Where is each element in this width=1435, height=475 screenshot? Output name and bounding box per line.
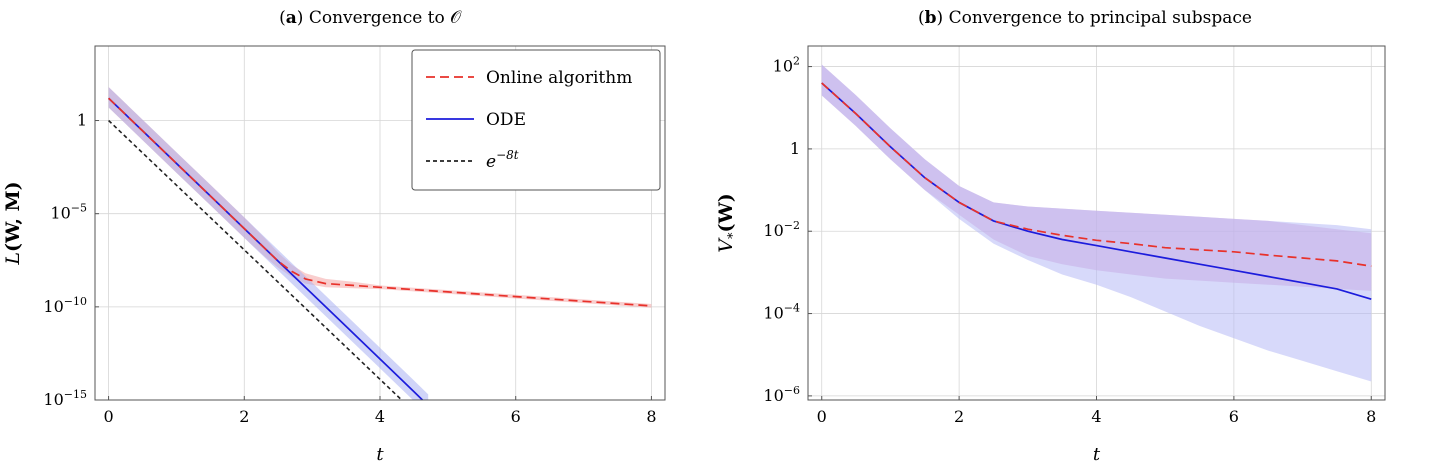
panel-b-xtick-label: 8	[1366, 407, 1376, 426]
panel-a-ytick-exponent: −10	[64, 295, 87, 308]
panel-b-plot-area	[821, 64, 1372, 382]
panel-b-ylabel-symbol: V	[715, 237, 737, 253]
panel-a-xtick-label: 4	[375, 407, 385, 426]
panel-b-title-paren-close: )	[937, 8, 949, 28]
panel-a-ytick-base: 10	[50, 204, 70, 223]
panel-b-title-tag: b	[925, 8, 937, 28]
panel-b-xtick-label: 4	[1091, 407, 1101, 426]
panel-b-ylabel-args: (W)	[715, 193, 737, 232]
panel-b-line-ode	[821, 82, 1372, 301]
panel-a-ylabel-symbol: L	[2, 252, 24, 266]
panel-b-xtick-label: 2	[954, 407, 964, 426]
panel-a-legend-box	[411, 49, 661, 191]
panel-a-legend-label: e−8t	[486, 148, 519, 172]
panel-b-ytick-base: 1	[790, 139, 800, 158]
panel-a-line-e-8t	[108, 119, 403, 400]
panel-a-legend: Online algorithm ODE e−8t	[411, 49, 661, 191]
panel-b-ytick-base: 10	[763, 304, 783, 323]
panel-a-ytick-label: 1	[77, 111, 87, 130]
panel-a-ytick-exponent: −15	[64, 388, 87, 401]
panel-a-title-tag: a	[286, 8, 297, 28]
panel-b-xlabel: t	[1093, 444, 1101, 465]
panel-b-ytick-label: 1	[790, 139, 800, 158]
panel-a-ytick-base: 10	[43, 297, 63, 316]
panel-a-ytick-label: 10−10	[43, 295, 87, 316]
panel-b-ytick-base: 10	[773, 57, 793, 76]
panel-b-title-paren-open: (	[918, 8, 925, 28]
panel-a-xlabel: t	[376, 444, 384, 465]
panel-a-legend-label: ODE	[486, 110, 526, 130]
panel-a-ytick-label: 10−5	[50, 202, 87, 223]
panel-a-ytick-base: 1	[77, 111, 87, 130]
panel-a-title: (a) Convergence to 𝒪	[279, 8, 462, 28]
panel-a-plot-area	[108, 87, 652, 400]
panel-b-ytick-exponent: 2	[793, 55, 800, 68]
panel-b-ytick-exponent: −2	[784, 219, 800, 232]
panel-b-xtick-label: 6	[1229, 407, 1239, 426]
panel-a-band-ode	[108, 87, 429, 400]
panel-b-title-text: Convergence to principal subspace	[949, 8, 1252, 28]
panel-a-ytick-exponent: −5	[71, 202, 87, 215]
panel-a-title-paren-close: )	[297, 8, 309, 28]
panel-a-xtick-label: 0	[103, 407, 113, 426]
panel-b-title: (b) Convergence to principal subspace	[918, 8, 1252, 28]
panel-b-ytick-exponent: −4	[784, 302, 800, 315]
panel-a-title-text: Convergence to 𝒪	[309, 8, 462, 28]
panel-a-legend-label-exponent: −8t	[496, 148, 519, 162]
panel-b-ytick-label: 10−6	[763, 384, 800, 405]
panel-a-legend-label: Online algorithm	[486, 68, 632, 88]
panel-b-ytick-label: 102	[773, 55, 800, 76]
panel-a-xtick-label: 2	[239, 407, 249, 426]
panel-a-xtick-label: 6	[511, 407, 521, 426]
panel-a-title-paren-open: (	[279, 8, 286, 28]
panel-b-ylabel-subscript: *	[726, 232, 741, 239]
panel-b-ylabel: V*(W)	[715, 193, 741, 253]
panel-a-line-online-algorithm	[108, 97, 652, 307]
panel-b-ytick-base: 10	[763, 221, 783, 240]
panel-b-ytick-base: 10	[763, 386, 783, 405]
panel-b-line-online-algorithm	[821, 82, 1372, 268]
panel-a-legend-label-base: e	[486, 152, 496, 172]
panel-b-ytick-label: 10−4	[763, 302, 800, 323]
panel-a-ytick-base: 10	[43, 390, 63, 409]
panel-a-ylabel: L(W, M)	[2, 181, 24, 265]
panel-b-band-ode	[821, 64, 1372, 382]
panel-b-ytick-exponent: −6	[784, 384, 800, 397]
panel-a-ytick-label: 10−15	[43, 388, 87, 409]
panel-a-xtick-label: 8	[646, 407, 656, 426]
panel-b-ytick-label: 10−2	[763, 219, 800, 240]
panel-b-xtick-label: 0	[817, 407, 827, 426]
panel-a-ylabel-args: (W, M)	[2, 181, 24, 252]
